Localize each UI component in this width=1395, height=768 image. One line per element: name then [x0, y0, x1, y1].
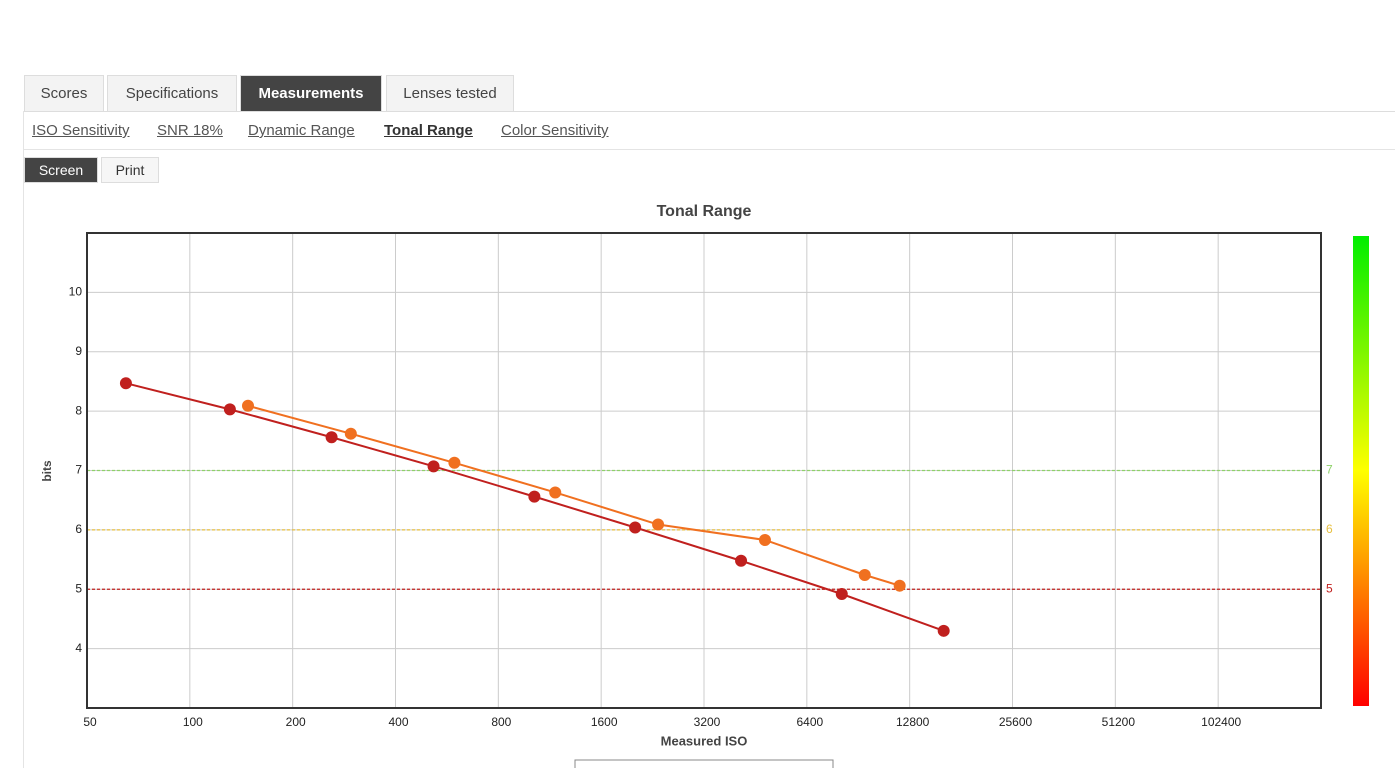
data-point	[448, 456, 461, 469]
subtab-link[interactable]: Color Sensitivity	[501, 122, 609, 139]
x-tick-label: 25600	[999, 715, 1033, 729]
x-tick-label: 3200	[694, 715, 721, 729]
y-axis-label: bits	[40, 460, 54, 482]
series-line	[125, 382, 945, 632]
y-tick-label: 5	[75, 581, 82, 595]
subtab-link[interactable]: Dynamic Range	[248, 122, 355, 139]
x-tick-label: 50	[83, 715, 97, 729]
mode-button[interactable]: Print	[101, 157, 159, 183]
data-point	[325, 431, 338, 444]
subtab-link[interactable]: ISO Sensitivity	[32, 122, 130, 139]
data-point	[528, 490, 541, 503]
reference-label: 5	[1326, 581, 1333, 595]
x-axis-label: Measured ISO	[661, 733, 748, 748]
tab[interactable]: Scores	[24, 75, 104, 111]
y-tick-label: 10	[69, 285, 83, 299]
data-point	[758, 533, 771, 546]
data-point	[893, 579, 906, 592]
x-tick-label: 400	[388, 715, 408, 729]
subtab-rule	[23, 149, 1395, 150]
x-tick-label: 1600	[591, 715, 618, 729]
x-tick-label: 800	[491, 715, 511, 729]
reference-label: 6	[1326, 522, 1333, 536]
data-point	[937, 624, 950, 637]
subtab-link[interactable]: SNR 18%	[157, 122, 223, 139]
x-tick-label: 200	[286, 715, 306, 729]
tab[interactable]: Specifications	[107, 75, 237, 111]
tab[interactable]: Measurements	[240, 75, 382, 111]
tab[interactable]: Lenses tested	[386, 75, 514, 111]
y-tick-label: 4	[75, 641, 82, 655]
data-point	[344, 427, 357, 440]
legend-box	[574, 759, 834, 768]
mode-button[interactable]: Screen	[24, 157, 98, 183]
reference-label: 7	[1326, 463, 1333, 477]
x-tick-label: 51200	[1102, 715, 1136, 729]
chart-title: Tonal Range	[657, 203, 752, 220]
content-border	[23, 111, 24, 768]
data-point	[223, 403, 236, 416]
x-tick-label: 6400	[796, 715, 823, 729]
data-point	[629, 521, 642, 534]
x-tick-label: 12800	[896, 715, 930, 729]
subtab-link[interactable]: Tonal Range	[384, 122, 473, 139]
data-point	[549, 486, 562, 499]
plot-border	[86, 232, 1322, 709]
data-point	[858, 569, 871, 581]
y-tick-label: 7	[75, 463, 82, 477]
data-point	[241, 399, 254, 412]
y-tick-label: 9	[75, 344, 82, 358]
data-point	[735, 554, 748, 567]
data-point	[427, 460, 440, 473]
data-point	[652, 518, 665, 531]
y-tick-label: 8	[75, 403, 82, 417]
tab-rule	[23, 111, 1395, 112]
x-tick-label: 102400	[1201, 715, 1241, 729]
y-tick-label: 6	[75, 522, 82, 536]
data-point	[119, 377, 132, 390]
series-line	[247, 404, 900, 587]
color-scale	[1353, 236, 1369, 706]
x-tick-label: 100	[183, 715, 203, 729]
data-point	[835, 588, 848, 600]
